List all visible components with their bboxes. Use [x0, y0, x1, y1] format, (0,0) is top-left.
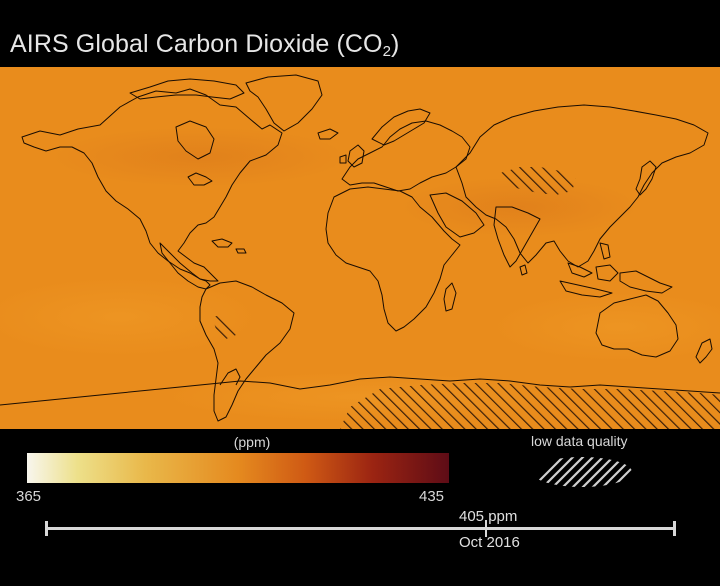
scandinavia-outline	[371, 108, 431, 146]
current-date-label: Oct 2016	[459, 534, 520, 551]
low-data-quality-swatch	[532, 457, 632, 487]
hudson-bay	[175, 120, 215, 160]
hatch-antarctica	[340, 383, 720, 429]
timeline-track	[46, 527, 675, 530]
hatch-tibet	[500, 167, 576, 195]
low-quality-hatching	[212, 167, 720, 429]
africa-outline	[325, 186, 461, 332]
madagascar	[443, 282, 457, 312]
arabia-outline	[429, 192, 485, 238]
timeline-start-cap	[45, 521, 48, 536]
australia-outline	[595, 294, 679, 358]
south-america-outline	[199, 280, 295, 422]
southeast-asia-islands	[559, 242, 673, 298]
british-isles	[339, 144, 365, 168]
north-america-outline	[21, 88, 283, 282]
timeline-cursor	[485, 520, 487, 537]
low-data-quality-label: low data quality	[531, 433, 628, 449]
current-value-label: 405 ppm	[459, 508, 518, 525]
hatch-andes	[212, 315, 236, 339]
colorbar	[27, 453, 449, 483]
colorbar-max-label: 435	[419, 488, 445, 505]
title-main: AIRS Global Carbon Dioxide (CO	[10, 30, 383, 58]
india-outline	[493, 206, 541, 268]
colorbar-unit-label: (ppm)	[233, 434, 271, 450]
japan-outline	[635, 160, 657, 196]
world-co2-map	[0, 67, 720, 429]
caribbean-islands	[211, 238, 247, 254]
central-america	[159, 242, 211, 290]
antarctica-outline	[0, 376, 720, 406]
map-background	[0, 67, 720, 429]
coastlines	[0, 74, 720, 422]
timeline-end-cap	[673, 521, 676, 536]
title-close: )	[391, 30, 400, 58]
great-lakes	[187, 172, 213, 186]
new-zealand	[695, 338, 713, 364]
arctic-islands	[129, 78, 245, 100]
title-subscript: 2	[382, 43, 392, 60]
map-title: AIRS Global Carbon Dioxide (CO2)	[10, 30, 399, 60]
greenland-outline	[245, 74, 323, 132]
sri-lanka	[519, 264, 528, 276]
iceland	[317, 128, 339, 140]
map-svg	[0, 67, 720, 429]
antarctic-peninsula	[219, 368, 241, 386]
colorbar-min-label: 365	[16, 488, 42, 505]
europe-outline	[341, 120, 471, 192]
asia-outline	[455, 104, 709, 268]
